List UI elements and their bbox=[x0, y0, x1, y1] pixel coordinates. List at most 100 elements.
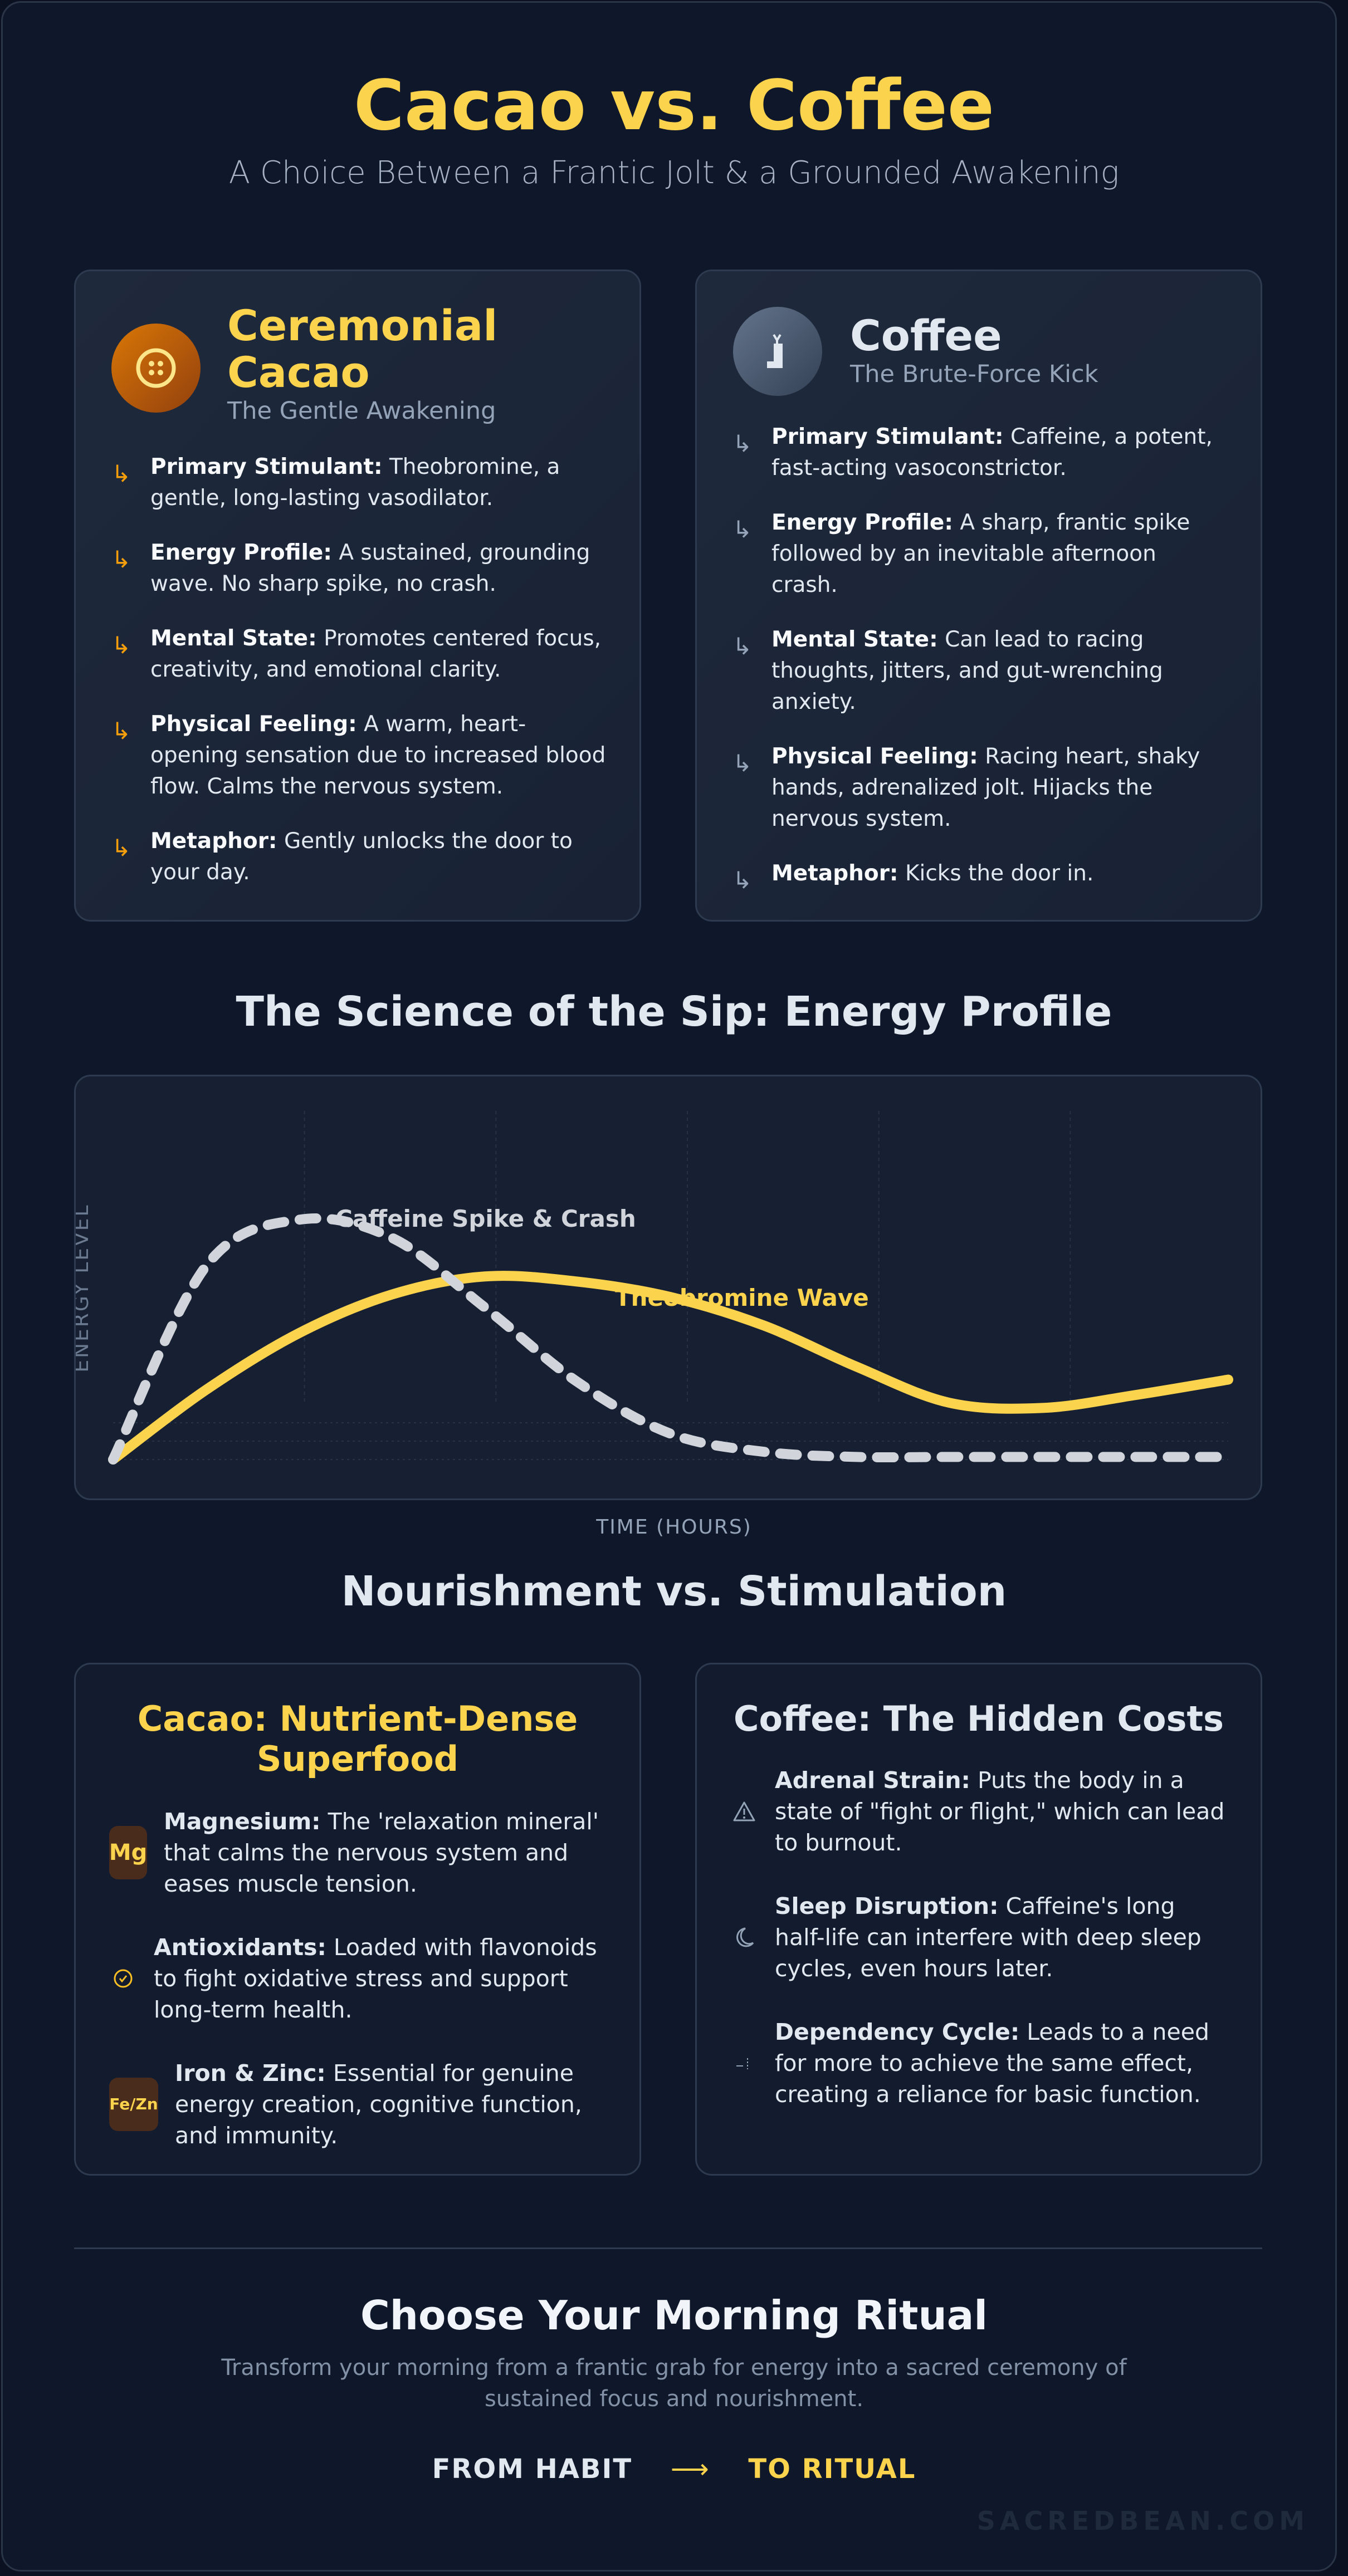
feature-text: Theobromine, a gentle, long-lasting vaso… bbox=[150, 454, 560, 511]
arrow-return-icon: ↳ bbox=[732, 866, 753, 894]
benefit-label: Dependency Cycle: bbox=[775, 2019, 1020, 2045]
benefit-label: Adrenal Strain: bbox=[775, 1767, 970, 1794]
feature-label: Energy Profile: bbox=[150, 540, 332, 565]
divider bbox=[74, 2247, 1262, 2249]
arrow-return-icon: ↳ bbox=[111, 546, 131, 573]
feature-text: A warm, heart-opening sensation due to i… bbox=[150, 712, 606, 799]
arrow-return-icon: ↳ bbox=[732, 516, 753, 543]
cycle-icon bbox=[730, 2055, 758, 2071]
benefit-description: Essential for genuine energy creation, c… bbox=[175, 2060, 582, 2149]
feature-item: ↳ Primary Stimulant: Caffeine, a potent, … bbox=[732, 422, 1227, 484]
warning-icon bbox=[730, 1800, 758, 1823]
energy-chart: Caffeine Spike & Crash Theobromine Wave EN… bbox=[74, 1075, 1262, 1500]
benefit-description: Loaded with flavonoids to fight oxidativ… bbox=[154, 1934, 597, 2023]
iron-zinc-badge-icon: Fe/Zn bbox=[109, 2078, 158, 2131]
benefit-label: Sleep Disruption: bbox=[775, 1893, 999, 1919]
benefit-item: Sleep Disruption: Caffeine's long half-l… bbox=[730, 1891, 1227, 1984]
theobromine-line bbox=[108, 1271, 1233, 1465]
theobromine-series-label: Theobromine Wave bbox=[615, 1284, 869, 1311]
coffee-title: Coffee bbox=[850, 311, 1002, 360]
page-title: Cacao vs. Coffee bbox=[354, 66, 994, 146]
cacao-bean-icon bbox=[111, 324, 201, 413]
arrow-return-icon: ↳ bbox=[111, 460, 131, 487]
y-axis-label: ENERGY LEVEL bbox=[76, 1203, 93, 1372]
coffee-card: Coffee The Brute-Force Kick ↳ Primary Sti… bbox=[695, 270, 1262, 922]
nutrient-list: Mg Magnesium: The 'relaxation mineral' th… bbox=[109, 1806, 606, 2183]
arrow-right-icon: ⟶ bbox=[670, 2453, 710, 2485]
benefit-label: Antioxidants: bbox=[154, 1934, 326, 1961]
coffee-costs-card: Coffee: The Hidden Costs Adrenal Strain:… bbox=[695, 1663, 1262, 2176]
x-axis-label: TIME (HOURS) bbox=[596, 1516, 752, 1539]
check-circle-icon bbox=[109, 1967, 137, 1990]
cacao-title-line2: Cacao bbox=[227, 347, 370, 397]
feature-item: ↳ Primary Stimulant: Theobromine, a gentl… bbox=[111, 452, 606, 514]
benefit-item: Fe/Zn Iron & Zinc: Essential for genuine … bbox=[109, 2058, 606, 2151]
feature-label: Primary Stimulant: bbox=[150, 454, 383, 479]
benefit-item: Dependency Cycle: Leads to a need for mo… bbox=[730, 2016, 1227, 2110]
feature-text: Promotes centered focus, creativity, and… bbox=[150, 626, 602, 682]
feature-text: Caffeine, a potent, fast-acting vasocons… bbox=[771, 424, 1213, 481]
to-ritual-label: TO RITUAL bbox=[748, 2453, 916, 2485]
caffeine-series-label: Caffeine Spike & Crash bbox=[335, 1205, 636, 1232]
energy-chart-svg: Caffeine Spike & Crash Theobromine Wave EN… bbox=[76, 1111, 1233, 1465]
feature-text: Racing heart, shaky hands, adrenalized j… bbox=[771, 744, 1200, 831]
benefit-item: Mg Magnesium: The 'relaxation mineral' th… bbox=[109, 1806, 606, 1899]
feature-label: Primary Stimulant: bbox=[771, 424, 1004, 449]
benefit-label: Iron & Zinc: bbox=[175, 2060, 326, 2087]
benefit-description: Puts the body in a state of "fight or fl… bbox=[775, 1767, 1225, 1856]
cta-title: Choose Your Morning Ritual bbox=[360, 2292, 988, 2339]
coffee-feature-list: ↳ Primary Stimulant: Caffeine, a potent, … bbox=[732, 422, 1227, 913]
feature-item: ↳ Energy Profile: A sustained, grounding … bbox=[111, 537, 606, 600]
benefit-text: Iron & Zinc: Essential for genuine energ… bbox=[175, 2058, 606, 2151]
cacao-nutrients-title: Cacao: Nutrient-Dense Superfood bbox=[137, 1698, 578, 1779]
feature-label: Physical Feeling: bbox=[771, 744, 978, 769]
arrow-return-icon: ↳ bbox=[732, 633, 753, 660]
feature-item: ↳ Physical Feeling: A warm, heart-opening… bbox=[111, 709, 606, 802]
feature-text: A sustained, grounding wave. No sharp sp… bbox=[150, 540, 590, 596]
cacao-nutrients-card: Cacao: Nutrient-Dense Superfood Mg Magnes… bbox=[74, 1663, 641, 2176]
nourishment-title: Nourishment vs. Stimulation bbox=[341, 1568, 1007, 1615]
feature-label: Energy Profile: bbox=[771, 510, 953, 535]
cacao-title: Ceremonial Cacao bbox=[227, 302, 497, 396]
benefit-label: Magnesium: bbox=[164, 1808, 321, 1835]
brand-watermark: SACREDBEAN.COM bbox=[976, 2506, 1309, 2536]
benefit-text: Sleep Disruption: Caffeine's long half-l… bbox=[775, 1891, 1227, 1984]
benefit-description: Leads to a need for more to achieve the … bbox=[775, 2019, 1209, 2108]
benefit-description: Caffeine's long half-life can interfere … bbox=[775, 1893, 1202, 1982]
feature-text: Kicks the door in. bbox=[905, 861, 1094, 886]
cacao-feature-list: ↳ Primary Stimulant: Theobromine, a gentl… bbox=[111, 452, 606, 912]
from-habit-label: FROM HABIT bbox=[432, 2453, 633, 2485]
coffee-costs-title: Coffee: The Hidden Costs bbox=[733, 1698, 1224, 1739]
arrow-return-icon: ↳ bbox=[111, 834, 131, 861]
feature-text: A sharp, frantic spike followed by an in… bbox=[771, 510, 1190, 598]
cost-list: Adrenal Strain: Puts the body in a state… bbox=[730, 1765, 1227, 2142]
habit-to-ritual: FROM HABIT ⟶ TO RITUAL bbox=[0, 2453, 1348, 2485]
feature-label: Metaphor: bbox=[771, 861, 898, 886]
arrow-return-icon: ↳ bbox=[732, 430, 753, 457]
feature-item: ↳ Mental State: Promotes centered focus, … bbox=[111, 623, 606, 685]
feature-item: ↳ Metaphor: Kicks the door in. bbox=[732, 858, 1227, 894]
feature-item: ↳ Metaphor: Gently unlocks the door to yo… bbox=[111, 826, 606, 888]
feature-label: Metaphor: bbox=[150, 829, 277, 854]
feature-label: Mental State: bbox=[771, 627, 938, 652]
benefit-description: The 'relaxation mineral' that calms the … bbox=[164, 1808, 599, 1897]
page-subtitle: A Choice Between a Frantic Jolt & a Grou… bbox=[228, 155, 1120, 191]
feature-text: Can lead to racing thoughts, jitters, an… bbox=[771, 627, 1163, 714]
benefit-text: Magnesium: The 'relaxation mineral' that… bbox=[164, 1806, 606, 1899]
cta-text: Transform your morning from a frantic gr… bbox=[221, 2355, 1127, 2412]
cacao-title-line1: Ceremonial bbox=[227, 301, 498, 350]
arrow-return-icon: ↳ bbox=[111, 631, 131, 659]
coffee-subtitle: The Brute-Force Kick bbox=[850, 360, 1098, 388]
science-title: The Science of the Sip: Energy Profile bbox=[236, 988, 1112, 1036]
feature-item: ↳ Energy Profile: A sharp, frantic spike … bbox=[732, 507, 1227, 601]
arrow-return-icon: ↳ bbox=[111, 717, 131, 745]
arrow-return-icon: ↳ bbox=[732, 750, 753, 777]
coffee-icon bbox=[733, 307, 822, 396]
cacao-subtitle: The Gentle Awakening bbox=[227, 397, 496, 425]
feature-label: Mental State: bbox=[150, 626, 317, 651]
benefit-item: Antioxidants: Loaded with flavonoids to … bbox=[109, 1932, 606, 2025]
moon-icon bbox=[730, 1925, 758, 1950]
benefit-text: Antioxidants: Loaded with flavonoids to … bbox=[154, 1932, 606, 2025]
cacao-card: Ceremonial Cacao The Gentle Awakening ↳ P… bbox=[74, 270, 641, 922]
feature-item: ↳ Physical Feeling: Racing heart, shaky h… bbox=[732, 741, 1227, 835]
